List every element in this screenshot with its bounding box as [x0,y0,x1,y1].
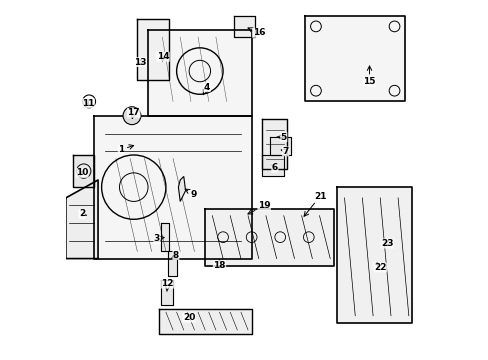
Polygon shape [205,208,333,266]
Text: 3: 3 [154,234,164,243]
Text: 19: 19 [247,201,270,214]
Polygon shape [94,116,251,258]
Text: 23: 23 [380,239,393,248]
Text: 14: 14 [157,52,169,62]
Text: 11: 11 [81,99,94,108]
Polygon shape [262,155,283,176]
Text: 20: 20 [183,313,195,322]
Text: 4: 4 [203,83,210,95]
Text: 21: 21 [304,192,326,216]
Polygon shape [178,176,185,202]
Text: 6: 6 [271,163,277,172]
Text: 10: 10 [76,168,88,177]
Polygon shape [160,223,169,251]
Text: 22: 22 [373,262,386,272]
Text: 8: 8 [172,251,179,260]
Polygon shape [66,180,98,258]
Text: 12: 12 [161,279,174,291]
Polygon shape [233,16,255,37]
Polygon shape [167,251,176,276]
Polygon shape [305,16,405,102]
Text: 13: 13 [134,58,146,67]
Text: 17: 17 [127,108,140,118]
Text: 1: 1 [118,145,133,154]
Text: 2: 2 [79,210,86,219]
Circle shape [123,107,141,125]
Polygon shape [159,309,251,334]
Polygon shape [73,155,94,187]
Polygon shape [148,30,251,116]
Text: 16: 16 [247,28,264,37]
Text: 15: 15 [363,66,375,86]
Polygon shape [262,119,287,169]
Polygon shape [337,187,411,323]
Text: 9: 9 [185,189,197,199]
Text: 7: 7 [281,147,288,156]
Polygon shape [160,280,173,305]
Polygon shape [137,19,169,80]
Text: 5: 5 [277,132,286,141]
Polygon shape [269,137,290,155]
Text: 18: 18 [213,260,225,270]
